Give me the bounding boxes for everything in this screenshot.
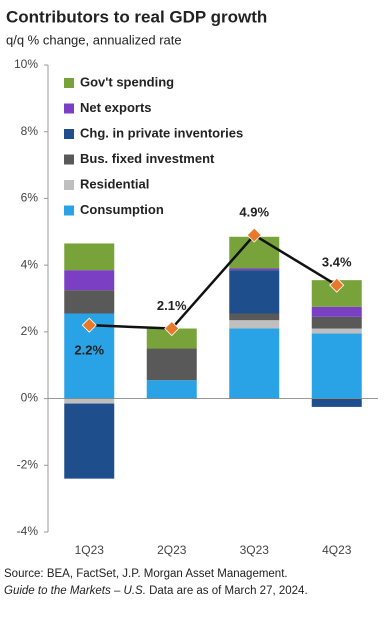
bar-segment [64, 290, 115, 314]
legend-label: Chg. in private inventories [80, 125, 243, 140]
gdp-line [89, 233, 338, 330]
chart-title: Contributors to real GDP growth [6, 7, 267, 26]
x-tick-label: 1Q23 [75, 543, 105, 557]
x-tick-label: 2Q23 [157, 543, 187, 557]
legend-label: Residential [80, 176, 149, 191]
bar-segment [229, 268, 280, 271]
x-tick-label: 3Q23 [240, 543, 270, 557]
bar-segment [229, 328, 280, 399]
legend-swatch [64, 205, 74, 216]
bar-segment [311, 328, 362, 334]
legend-label: Consumption [80, 202, 164, 217]
y-tick-label: 0% [21, 391, 39, 405]
as-of-note: Data are as of March 27, 2024. [149, 585, 308, 597]
legend-swatch [64, 180, 74, 190]
gdp-marker [81, 317, 97, 333]
guide-note: Guide to the Markets – U.S. [4, 585, 146, 597]
bar-segment [64, 243, 115, 271]
legend-swatch [64, 103, 74, 114]
bar-segment [229, 270, 280, 314]
legend-swatch [64, 129, 74, 139]
gdp-marker [164, 320, 180, 337]
bar-segment [146, 348, 197, 381]
bar-segment [146, 380, 197, 399]
y-tick-label: -4% [17, 524, 39, 538]
source-note: Source: BEA, FactSet, J.P. Morgan Asset … [4, 568, 288, 580]
legend-label: Gov't spending [80, 74, 174, 89]
bar-segment [311, 306, 362, 317]
y-tick-label: 2% [21, 324, 39, 338]
bar-segment [311, 316, 362, 329]
chart-subtitle: q/q % change, annualized rate [6, 32, 182, 47]
y-tick-label: 8% [21, 124, 39, 138]
bar-segment [64, 270, 115, 291]
bar-segment [64, 403, 115, 479]
date-note: Guide to the Markets – U.S. Data are as … [4, 585, 308, 597]
bar-segment [229, 320, 280, 329]
bar-segment [311, 333, 362, 399]
legend-label: Net exports [80, 100, 152, 115]
bar-segment [64, 398, 115, 404]
y-tick-label: -2% [17, 457, 39, 471]
data-label: 4.9% [239, 205, 269, 220]
bar-segment [311, 398, 362, 407]
y-tick-label: 6% [21, 191, 39, 205]
gdp-marker [246, 227, 262, 243]
data-label: 2.2% [74, 343, 104, 358]
bar-segment [146, 328, 197, 349]
y-tick-label: 4% [21, 257, 39, 271]
gdp-marker [329, 277, 345, 293]
data-label: 2.1% [157, 298, 187, 313]
data-label: 3.4% [322, 255, 352, 270]
y-tick-label: 10% [14, 57, 38, 71]
x-tick-label: 4Q23 [322, 543, 352, 557]
legend-label: Bus. fixed investment [80, 151, 215, 166]
bar-segment [229, 313, 280, 321]
legend-swatch [64, 154, 74, 165]
legend-swatch [64, 78, 74, 88]
